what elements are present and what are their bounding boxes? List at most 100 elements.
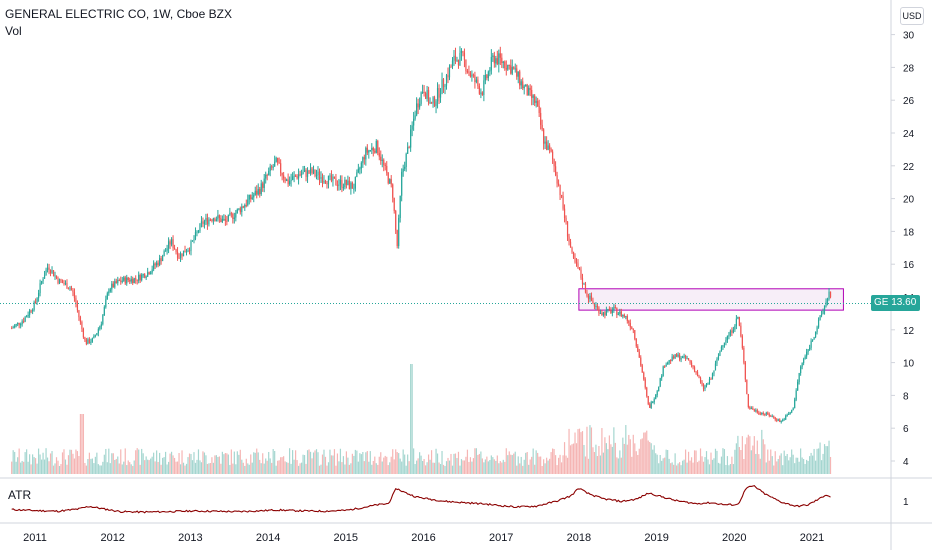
volume-bar xyxy=(546,457,548,474)
candle-body xyxy=(233,217,235,220)
volume-bar xyxy=(469,457,472,474)
volume-bar xyxy=(233,451,235,474)
candle-body xyxy=(598,307,600,314)
candle-body xyxy=(465,59,467,72)
volume-bar xyxy=(478,453,480,474)
candle-body xyxy=(40,280,43,284)
candle-body xyxy=(256,190,258,195)
volume-bar xyxy=(197,449,200,474)
candle-body xyxy=(108,291,110,294)
candle-body xyxy=(605,310,607,316)
volume-bar xyxy=(354,449,356,474)
candle-body xyxy=(549,145,551,150)
volume-bar xyxy=(601,428,603,474)
candle-body xyxy=(753,409,755,411)
volume-bar xyxy=(124,448,126,474)
volume-bar xyxy=(496,455,498,474)
volume-bar xyxy=(489,460,491,474)
volume-bar xyxy=(281,457,283,474)
candle-body xyxy=(338,184,340,187)
candle-body xyxy=(538,106,540,113)
candle-body xyxy=(384,164,386,166)
candle-body xyxy=(160,258,162,262)
volume-bar xyxy=(528,464,530,474)
volume-bar xyxy=(635,451,637,474)
volume-bar xyxy=(299,463,301,474)
candle-body xyxy=(194,232,197,240)
candle-body xyxy=(711,373,714,380)
candle-body xyxy=(386,165,388,173)
atr-line xyxy=(11,484,831,514)
candle-body xyxy=(333,176,336,179)
currency-button[interactable]: USD xyxy=(900,7,924,25)
volume-bar xyxy=(798,461,800,474)
volume-bar xyxy=(36,463,38,474)
candle-body xyxy=(408,147,410,149)
volume-bar xyxy=(32,454,34,474)
volume-bar xyxy=(543,459,545,474)
candle-body xyxy=(184,250,186,253)
volume-bar xyxy=(169,453,171,474)
candle-body xyxy=(200,221,203,224)
volume-bar xyxy=(433,462,436,474)
volume-bar xyxy=(51,451,53,474)
candle-body xyxy=(680,358,682,360)
price-axis-label: 8 xyxy=(903,391,909,402)
volume-bar xyxy=(369,451,371,474)
candle-body xyxy=(327,175,330,185)
volume-bar xyxy=(305,463,307,474)
volume-bar xyxy=(800,448,802,474)
candle-body xyxy=(12,327,14,329)
volume-bar xyxy=(828,440,830,474)
candle-body xyxy=(593,302,596,307)
volume-bar xyxy=(221,451,223,474)
candle-body xyxy=(121,280,123,282)
candle-body xyxy=(466,71,469,73)
candle-body xyxy=(782,419,784,422)
volume-bar xyxy=(205,455,207,474)
volume-bar xyxy=(776,461,778,474)
volume-bar xyxy=(188,453,191,474)
volume-bar xyxy=(554,455,557,474)
volume-bar xyxy=(277,460,279,474)
candle-body xyxy=(33,301,35,310)
candle-body xyxy=(683,355,685,357)
candle-body xyxy=(300,173,303,175)
candle-body xyxy=(159,258,161,266)
volume-bar xyxy=(323,449,325,474)
candle-body xyxy=(656,391,658,396)
volume-bar xyxy=(372,460,374,474)
volume-bar xyxy=(723,449,726,474)
candle-body xyxy=(138,274,140,281)
volume-bar xyxy=(426,462,428,474)
candle-body xyxy=(439,94,442,98)
candle-body xyxy=(96,333,98,336)
volume-bar xyxy=(160,464,162,474)
volume-bar xyxy=(771,456,773,474)
candle-body xyxy=(302,171,304,174)
volume-bar xyxy=(623,443,625,474)
volume-bar xyxy=(502,459,504,474)
volume-bar xyxy=(351,453,353,474)
candle-body xyxy=(468,71,470,73)
candle-body xyxy=(126,277,128,284)
candle-body xyxy=(788,413,790,415)
volume-bar xyxy=(731,456,733,474)
candle-body xyxy=(626,316,628,321)
volume-bar xyxy=(200,462,203,474)
candle-body xyxy=(281,172,283,176)
volume-bar xyxy=(173,457,176,474)
candle-body xyxy=(106,293,108,300)
candle-body xyxy=(559,185,561,196)
candle-body xyxy=(531,89,533,98)
candle-body xyxy=(142,274,144,276)
volume-bar xyxy=(114,459,116,474)
candle-body xyxy=(665,364,667,367)
candle-body xyxy=(436,88,439,102)
candle-body xyxy=(495,58,497,64)
volume-bar xyxy=(809,456,811,474)
candle-body xyxy=(308,170,310,174)
candle-body xyxy=(557,183,560,186)
volume-bar xyxy=(580,432,582,474)
volume-bar xyxy=(199,460,201,474)
